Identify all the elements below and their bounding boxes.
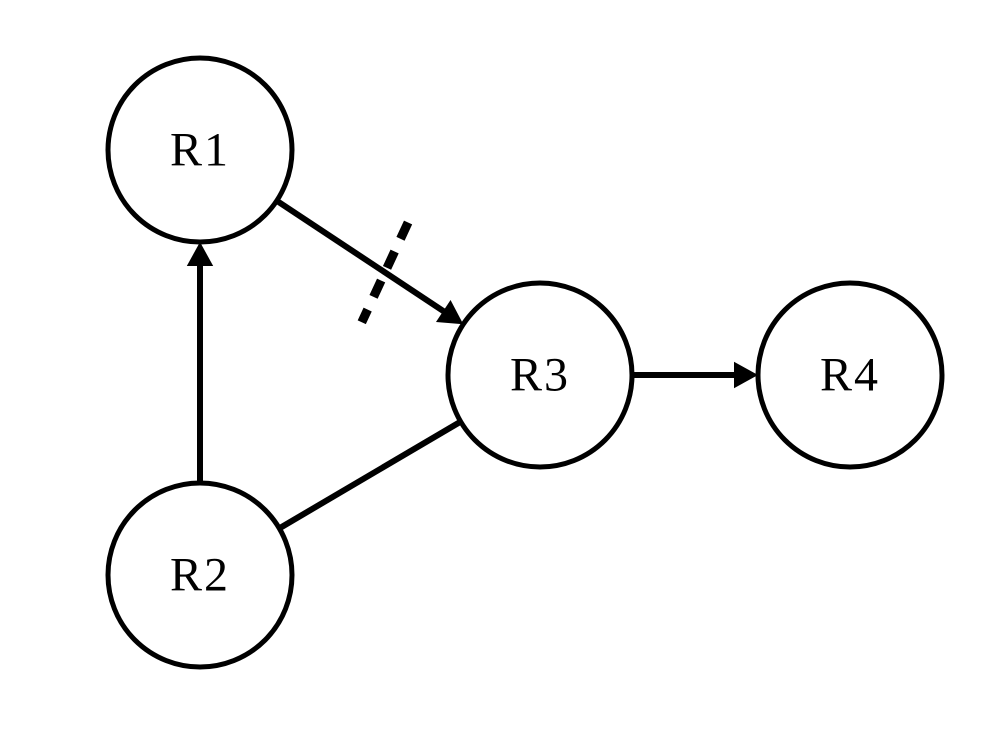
node-label-R2: R2 xyxy=(170,548,230,603)
arrowhead-R3-R4 xyxy=(734,362,758,388)
node-label-R4: R4 xyxy=(820,348,880,403)
node-label-R1: R1 xyxy=(170,123,230,178)
arrowhead-R2-R1 xyxy=(187,242,213,266)
edge-R2-R3 xyxy=(279,422,460,529)
node-label-R3: R3 xyxy=(510,348,570,403)
edge-R1-R3 xyxy=(277,201,447,313)
